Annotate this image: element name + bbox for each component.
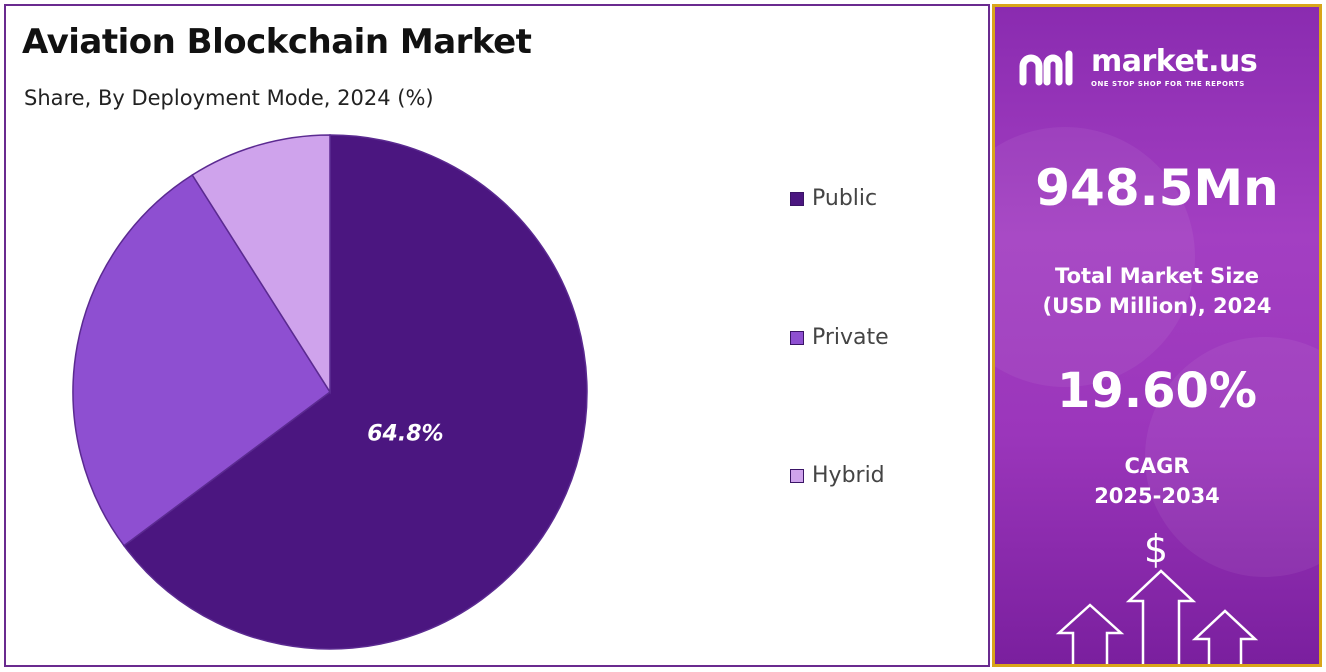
cagr-label: CAGR (1124, 454, 1190, 478)
legend-swatch-public (790, 191, 804, 206)
background-decoration (995, 127, 1195, 387)
pie-slice-hybrid (191, 134, 331, 395)
legend-swatch-hybrid (790, 468, 804, 483)
legend-item-private: Private (790, 325, 889, 350)
chart-panel: Aviation Blockchain Market Share, By Dep… (4, 4, 990, 667)
dollar-icon: $ (1143, 527, 1169, 571)
market-size-label-line2: (USD Million), 2024 (1042, 294, 1272, 318)
market-size-label-line1: Total Market Size (1055, 264, 1259, 288)
legend-swatch-private (790, 330, 804, 345)
chart-title: Aviation Blockchain Market (22, 22, 532, 62)
cagr-value: 19.60% (1057, 363, 1257, 419)
stats-sidebar: market.us ONE STOP SHOP FOR THE REPORTS … (992, 4, 1322, 667)
logo-tagline: ONE STOP SHOP FOR THE REPORTS (1091, 80, 1245, 88)
pie-chart: 64.8% (72, 134, 588, 650)
legend-label-public: Public (812, 186, 878, 211)
pie-slice-private (72, 173, 332, 547)
chart-subtitle: Share, By Deployment Mode, 2024 (%) (24, 86, 434, 110)
growth-arrows-icon (1055, 569, 1259, 664)
pie-slice-public (122, 134, 588, 650)
legend-item-hybrid: Hybrid (790, 463, 885, 488)
legend-label-private: Private (812, 325, 889, 350)
legend-label-hybrid: Hybrid (812, 463, 885, 488)
logo-mark-icon (1019, 50, 1073, 85)
market-size-value: 948.5Mn (1035, 159, 1279, 217)
legend-item-public: Public (790, 186, 877, 211)
pie-data-label-public: 64.8% (367, 421, 443, 446)
cagr-period: 2025-2034 (1094, 484, 1220, 508)
logo-name: market.us (1091, 44, 1258, 79)
market-us-logo: market.us ONE STOP SHOP FOR THE REPORTS (1019, 44, 1258, 88)
